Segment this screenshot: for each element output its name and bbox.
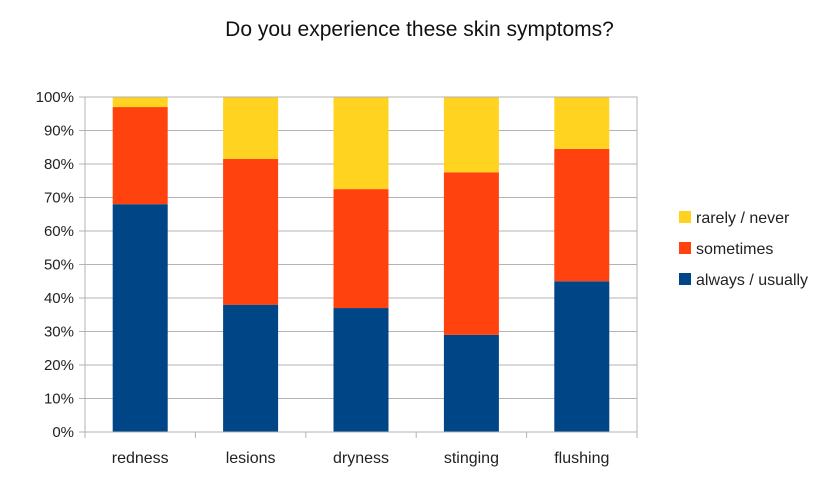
bar-segment [443, 97, 499, 173]
x-tick-labels: redness lesions dryness stinging flushing [112, 450, 610, 467]
bar-segment [112, 107, 168, 205]
y-tick-label: 0% [52, 424, 74, 441]
bar-segment [223, 304, 279, 432]
legend-label: sometimes [696, 241, 773, 258]
y-tick-label: 80% [44, 156, 74, 173]
y-tick-labels: 0% 10% 20% 30% 40% 50% 60% 70% 80% 90% 100% [36, 89, 74, 441]
legend-label: rarely / never [696, 210, 790, 227]
bar-segment [223, 158, 279, 305]
bar-segment [333, 308, 389, 432]
x-tick-label: flushing [554, 450, 609, 467]
bar-segment [554, 281, 610, 432]
x-tick-label: lesions [226, 450, 276, 467]
legend-label: always / usually [696, 272, 808, 289]
chart-title: Do you experience these skin symptoms? [225, 18, 614, 41]
y-tick-label: 30% [44, 324, 74, 341]
legend-swatch [679, 273, 691, 285]
x-tick-label: dryness [333, 450, 389, 467]
bar-segment [112, 204, 168, 432]
y-tick-label: 40% [44, 290, 74, 307]
bar-segment [333, 97, 389, 190]
axes [79, 96, 638, 438]
y-tick-label: 10% [44, 391, 74, 408]
bar-segment [443, 334, 499, 432]
legend: rarely / never sometimes always / usually [679, 210, 808, 289]
y-tick-label: 90% [44, 123, 74, 140]
bars [112, 97, 610, 432]
bar-segment [112, 97, 168, 108]
y-tick-label: 100% [36, 89, 74, 106]
legend-swatch [679, 242, 691, 254]
plot-frame [84, 96, 638, 433]
y-tick-label: 60% [44, 223, 74, 240]
y-tick-label: 20% [44, 357, 74, 374]
bar-segment [443, 172, 499, 335]
y-tick-label: 50% [44, 257, 74, 274]
x-tick-label: redness [112, 450, 169, 467]
bar-segment [333, 189, 389, 309]
y-tick-label: 70% [44, 190, 74, 207]
x-tick-label: stinging [444, 450, 499, 467]
legend-swatch [679, 211, 691, 223]
bar-segment [223, 97, 279, 159]
bar-segment [554, 148, 610, 282]
bar-segment [554, 97, 610, 149]
